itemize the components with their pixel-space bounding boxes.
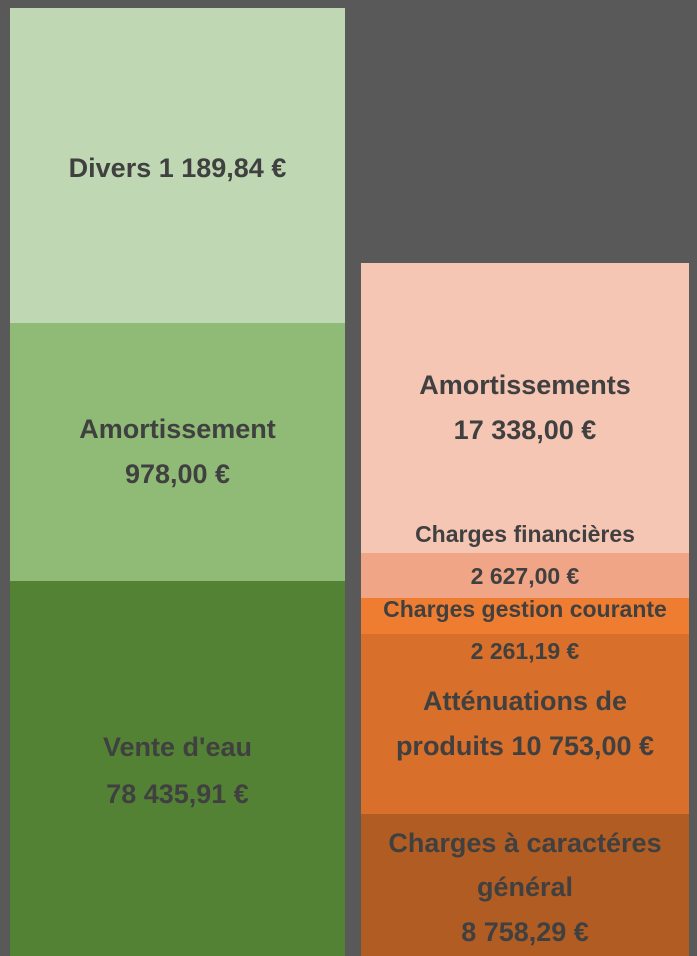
block	[10, 8, 345, 323]
block-label: Atténuations de	[423, 686, 627, 716]
block-label: produits 10 753,00 €	[396, 731, 654, 761]
block-label: Amortissements	[419, 370, 631, 400]
block-label: 2 627,00 €	[471, 563, 580, 589]
block-label: Amortissement	[79, 414, 276, 444]
block-label: 8 758,29 €	[461, 917, 589, 947]
block-label: Vente d'eau	[103, 732, 252, 762]
block-label: Charges financières	[415, 521, 635, 547]
block	[361, 598, 689, 634]
block	[361, 263, 689, 553]
block-label: Charges gestion courante	[383, 596, 667, 622]
block	[361, 553, 689, 598]
block-label: 17 338,00 €	[454, 415, 597, 445]
block-label: 978,00 €	[125, 459, 230, 489]
block	[10, 323, 345, 581]
block	[361, 814, 689, 956]
block-label: Divers 1 189,84 €	[69, 153, 287, 183]
block	[10, 581, 345, 956]
block	[361, 634, 689, 814]
block-label: Charges à caractéres	[388, 828, 661, 858]
block-label: 2 261,19 €	[471, 638, 580, 664]
block-label: général	[477, 872, 573, 902]
block-label: 78 435,91 €	[106, 779, 249, 809]
